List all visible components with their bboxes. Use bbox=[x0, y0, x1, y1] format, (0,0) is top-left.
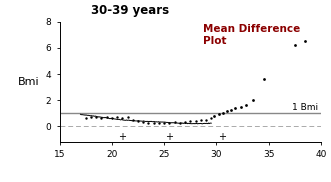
Point bbox=[224, 110, 230, 113]
Text: +: + bbox=[118, 132, 126, 142]
Point bbox=[182, 121, 188, 124]
Point bbox=[216, 112, 221, 115]
Text: +: + bbox=[166, 132, 173, 142]
Point bbox=[88, 116, 94, 119]
Point bbox=[198, 119, 204, 122]
Point bbox=[243, 104, 248, 107]
Point bbox=[203, 118, 209, 121]
Point bbox=[303, 40, 308, 43]
Point bbox=[109, 117, 115, 120]
Point bbox=[212, 114, 217, 117]
Text: 1 Bmi: 1 Bmi bbox=[292, 103, 318, 112]
Point bbox=[233, 106, 238, 109]
Point bbox=[151, 122, 156, 124]
Point bbox=[156, 121, 162, 124]
Point bbox=[209, 117, 214, 120]
Y-axis label: Bmi: Bmi bbox=[18, 77, 40, 87]
Point bbox=[115, 116, 120, 119]
Point bbox=[177, 121, 182, 124]
Point bbox=[94, 115, 99, 118]
Point bbox=[130, 119, 135, 122]
Point bbox=[120, 117, 125, 120]
Text: +: + bbox=[218, 132, 226, 142]
Point bbox=[261, 78, 266, 81]
Point bbox=[228, 108, 234, 111]
Point bbox=[125, 116, 130, 119]
Point bbox=[162, 122, 167, 125]
Point bbox=[292, 43, 298, 46]
Text: 30-39 years: 30-39 years bbox=[91, 4, 169, 17]
Point bbox=[251, 98, 256, 101]
Point bbox=[135, 120, 141, 123]
Point bbox=[83, 117, 88, 120]
Point bbox=[238, 105, 243, 108]
Point bbox=[172, 121, 177, 124]
Point bbox=[104, 116, 109, 119]
Point bbox=[193, 120, 198, 122]
Point bbox=[167, 122, 172, 124]
Point bbox=[220, 111, 225, 114]
Text: Mean Difference
Plot: Mean Difference Plot bbox=[203, 24, 301, 46]
Point bbox=[99, 116, 104, 119]
Point bbox=[146, 121, 151, 124]
Point bbox=[188, 120, 193, 123]
Point bbox=[141, 121, 146, 124]
